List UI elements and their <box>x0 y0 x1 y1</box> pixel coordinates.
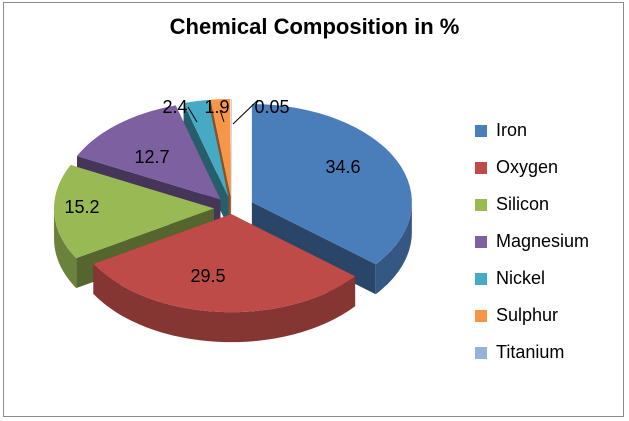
leader-line-nickel <box>187 106 198 123</box>
chart-legend: Iron Oxygen Silicon Magnesium Nickel Sulphur T… <box>475 112 589 371</box>
legend-label: Magnesium <box>496 231 590 251</box>
pie-slice-titanium <box>231 98 232 227</box>
legend-swatch <box>475 161 487 174</box>
legend-item-silicon: Silicon <box>475 186 589 223</box>
legend-label: Iron <box>496 120 528 140</box>
leader-line-titanium <box>232 99 259 125</box>
data-label-magnesium: 12.7 <box>134 147 169 167</box>
legend-label: Silicon <box>496 194 550 214</box>
legend-swatch <box>475 124 487 137</box>
legend-item-sulphur: Sulphur <box>475 297 589 334</box>
legend-label: Oxygen <box>496 157 559 177</box>
legend-item-magnesium: Magnesium <box>475 223 589 260</box>
legend-swatch <box>475 346 487 359</box>
legend-swatch <box>475 198 487 211</box>
data-label-titanium: 0.05 <box>254 97 289 117</box>
leader-line-sulphur <box>219 109 225 123</box>
legend-item-oxygen: Oxygen <box>475 149 589 186</box>
data-label-iron: 34.6 <box>325 157 360 177</box>
legend-swatch <box>475 272 487 285</box>
legend-label: Sulphur <box>496 305 559 325</box>
legend-label: Nickel <box>496 268 546 288</box>
legend-label: Titanium <box>496 342 565 362</box>
data-label-silicon: 15.2 <box>64 197 99 217</box>
chart-title: Chemical Composition in % <box>169 14 460 39</box>
pie-slice-oxygen <box>93 214 356 343</box>
legend-item-iron: Iron <box>475 112 589 149</box>
data-label-sulphur: 1.9 <box>204 97 229 117</box>
data-label-nickel: 2.4 <box>162 97 187 117</box>
legend-item-titanium: Titanium <box>475 334 589 371</box>
legend-swatch <box>475 235 487 248</box>
data-label-oxygen: 29.5 <box>190 266 225 286</box>
legend-item-nickel: Nickel <box>475 260 589 297</box>
legend-swatch <box>475 309 487 322</box>
